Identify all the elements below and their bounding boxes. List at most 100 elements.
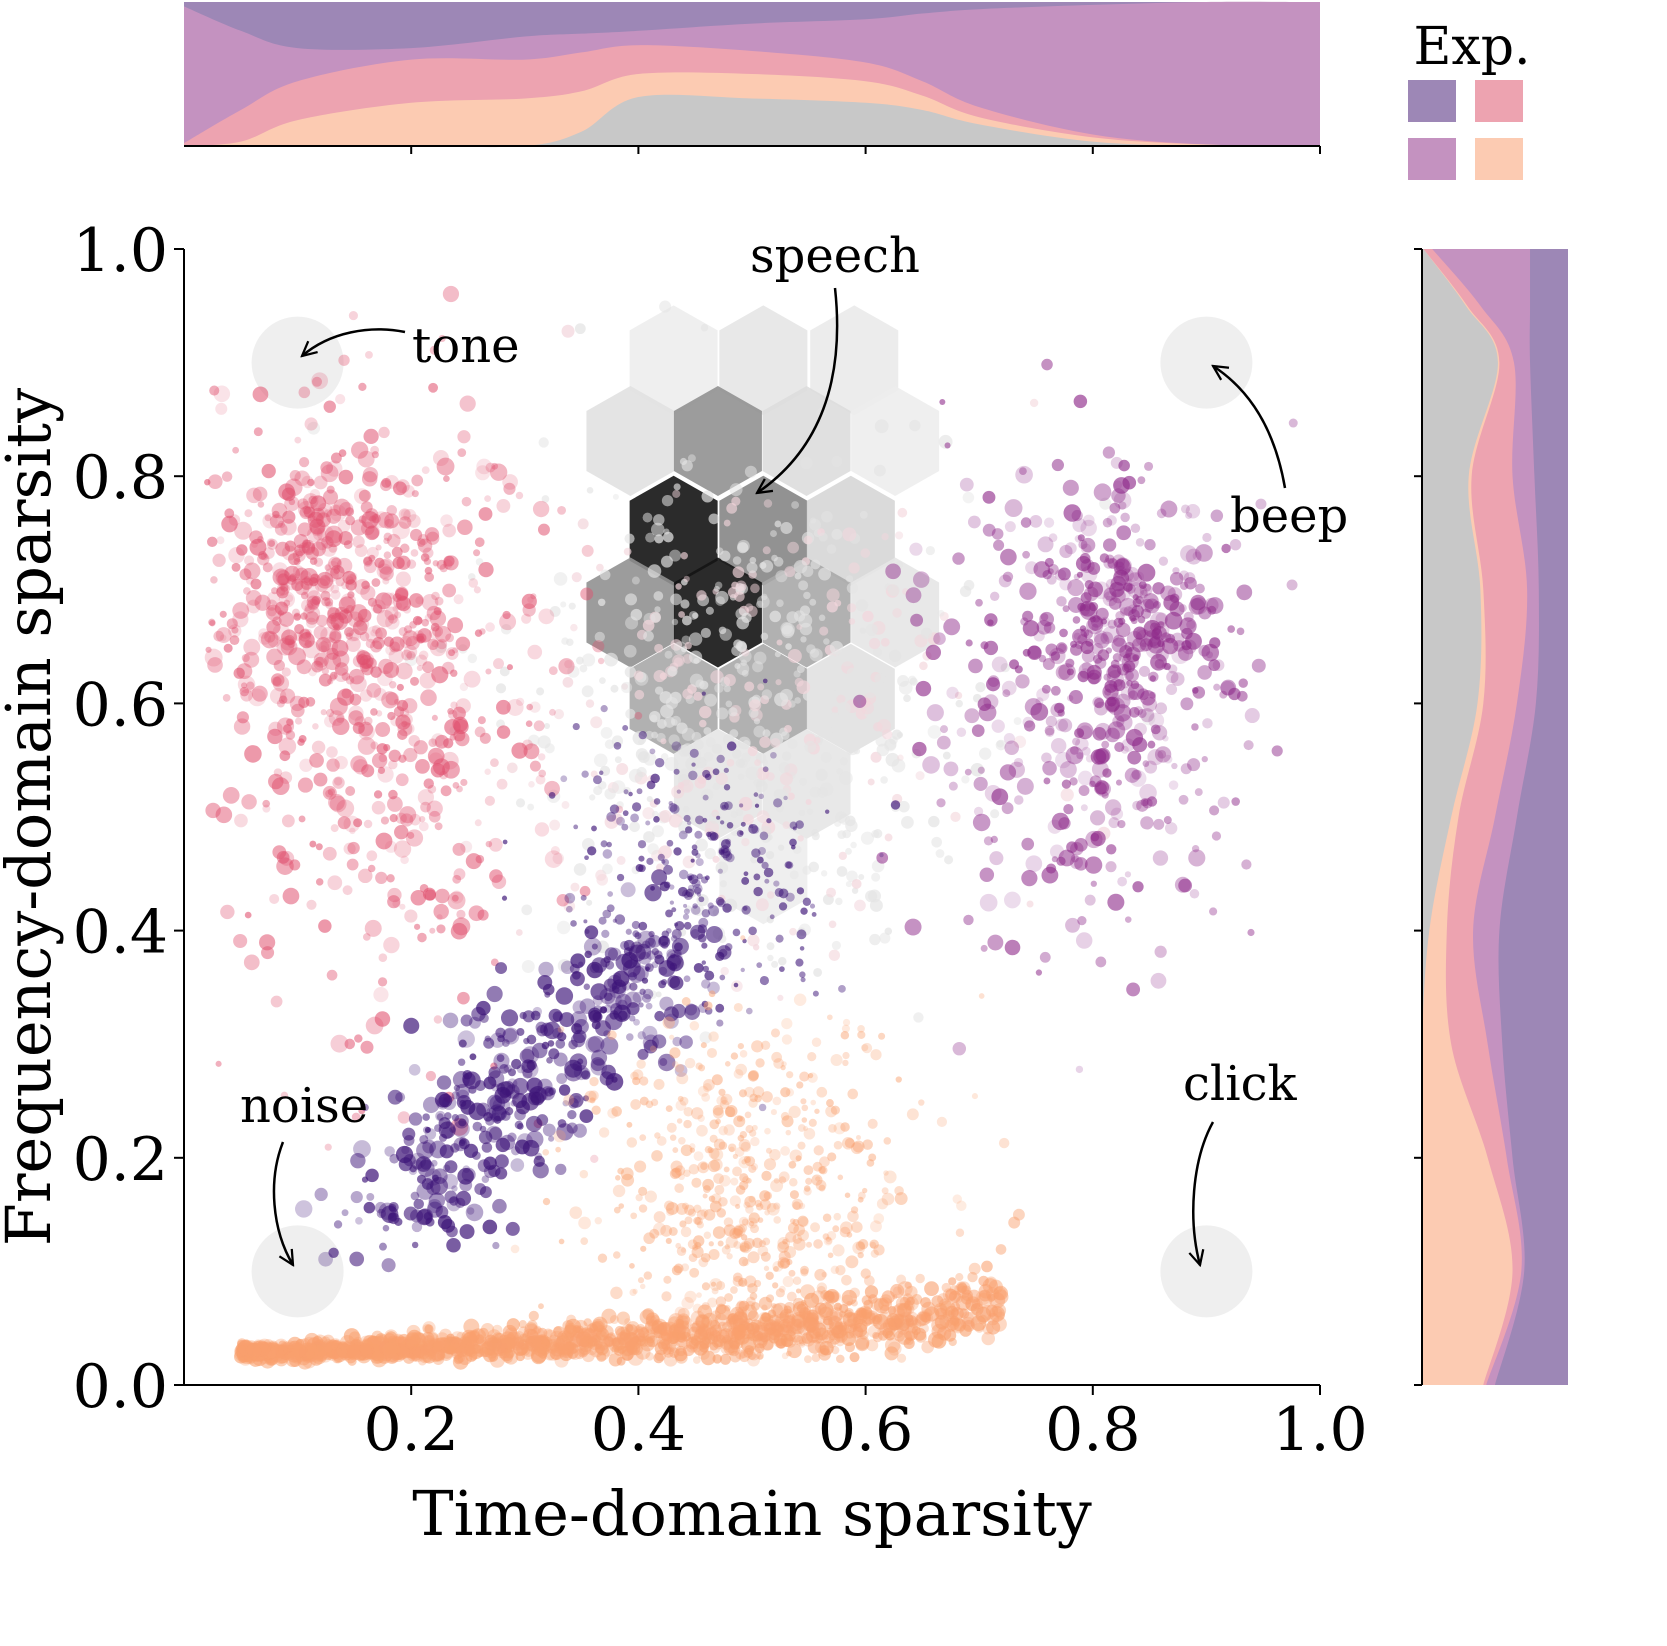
point-peach <box>948 1290 962 1303</box>
point-purple <box>430 1159 438 1167</box>
point-peach <box>861 1042 873 1054</box>
point-peach <box>879 1294 893 1307</box>
point-speech <box>723 674 736 687</box>
point-pink <box>371 578 381 587</box>
point-peach <box>833 1140 843 1150</box>
point-purple <box>590 983 608 1001</box>
point-peach <box>825 1237 833 1245</box>
point-pink <box>407 514 421 528</box>
point-magenta <box>1065 917 1081 933</box>
point-purple <box>552 1027 564 1039</box>
point-speech <box>771 960 779 968</box>
point-magenta <box>1116 714 1133 731</box>
point-pink <box>351 1112 361 1122</box>
point-peach <box>663 1352 678 1367</box>
point-speech <box>681 727 695 741</box>
point-magenta <box>1126 982 1141 997</box>
point-peach <box>765 1271 774 1280</box>
point-magenta <box>1117 876 1128 887</box>
point-speech <box>653 591 664 601</box>
point-purple <box>778 902 788 911</box>
point-pink <box>326 708 335 718</box>
point-purple <box>654 1010 665 1022</box>
point-speech <box>777 788 787 798</box>
point-purple <box>717 868 723 874</box>
point-purple <box>482 1219 498 1235</box>
point-pink <box>368 554 376 562</box>
point-magenta <box>1185 504 1201 519</box>
point-peach <box>846 1232 853 1238</box>
point-pink <box>557 505 566 515</box>
point-magenta <box>1129 706 1140 718</box>
point-peach <box>788 1269 796 1277</box>
point-purple <box>660 979 668 986</box>
point-purple <box>446 1225 458 1238</box>
point-purple <box>701 979 711 989</box>
point-speech <box>654 686 664 695</box>
point-pink <box>293 577 301 585</box>
point-peach <box>621 1173 635 1187</box>
point-magenta <box>979 867 995 882</box>
point-peach <box>320 1336 331 1347</box>
point-pink <box>357 736 376 755</box>
point-speech <box>995 739 1007 751</box>
point-magenta <box>1038 654 1047 663</box>
point-pink <box>327 607 341 622</box>
point-pink <box>358 382 367 392</box>
point-peach <box>506 1318 520 1332</box>
point-pink <box>222 787 240 804</box>
point-pink <box>325 530 343 548</box>
point-peach <box>671 1060 679 1068</box>
point-pink <box>349 572 358 580</box>
point-pink <box>275 541 291 557</box>
point-magenta <box>1164 611 1183 630</box>
point-purple <box>314 1187 328 1202</box>
hexbin-cell <box>719 305 808 416</box>
point-pink <box>370 445 380 455</box>
point-speech <box>659 810 672 823</box>
point-peach <box>765 1147 772 1154</box>
point-pink <box>393 481 407 496</box>
point-speech <box>805 798 812 806</box>
point-peach <box>684 1204 695 1216</box>
point-peach <box>536 1327 548 1339</box>
point-purple <box>453 1084 461 1092</box>
point-magenta <box>1149 636 1162 649</box>
point-magenta <box>1188 849 1206 867</box>
point-pink <box>337 519 351 533</box>
point-speech <box>869 933 881 946</box>
point-pink <box>233 933 248 949</box>
point-peach <box>852 1241 866 1255</box>
point-peach <box>679 1096 689 1106</box>
point-peach <box>674 1165 686 1176</box>
point-magenta <box>1004 939 1021 956</box>
point-peach <box>712 1226 726 1239</box>
point-magenta <box>973 806 984 817</box>
point-pink <box>313 625 328 640</box>
point-purple <box>748 926 757 936</box>
point-pink <box>456 785 463 793</box>
arrow-beep <box>1213 366 1287 489</box>
point-pink <box>421 466 430 475</box>
point-speech <box>599 569 611 581</box>
point-pink <box>353 818 363 828</box>
point-purple <box>763 867 774 878</box>
point-speech <box>643 630 654 642</box>
point-magenta <box>1112 634 1125 647</box>
point-pink <box>300 612 308 620</box>
point-peach <box>708 1195 716 1202</box>
point-peach <box>821 1271 828 1278</box>
point-magenta <box>1136 799 1149 812</box>
point-pink <box>349 693 362 706</box>
point-pink <box>326 508 342 524</box>
point-purple <box>762 678 768 684</box>
point-purple <box>743 871 749 877</box>
point-peach <box>237 1349 249 1361</box>
point-pink <box>424 889 436 901</box>
point-pink <box>537 753 546 761</box>
point-peach <box>751 1124 758 1131</box>
point-peach <box>855 1337 870 1352</box>
point-peach <box>850 1142 863 1155</box>
point-magenta <box>1172 567 1180 575</box>
point-peach <box>675 1100 687 1111</box>
